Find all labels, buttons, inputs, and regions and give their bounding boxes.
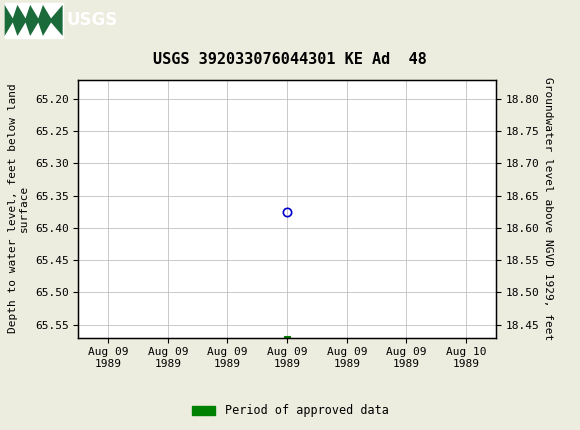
Text: USGS 392033076044301 KE Ad  48: USGS 392033076044301 KE Ad 48 bbox=[153, 52, 427, 67]
Y-axis label: Depth to water level, feet below land
surface: Depth to water level, feet below land su… bbox=[8, 84, 29, 333]
Text: USGS: USGS bbox=[67, 12, 118, 29]
Y-axis label: Groundwater level above NGVD 1929, feet: Groundwater level above NGVD 1929, feet bbox=[543, 77, 553, 340]
Legend: Period of approved data: Period of approved data bbox=[187, 399, 393, 422]
FancyBboxPatch shape bbox=[5, 3, 63, 37]
